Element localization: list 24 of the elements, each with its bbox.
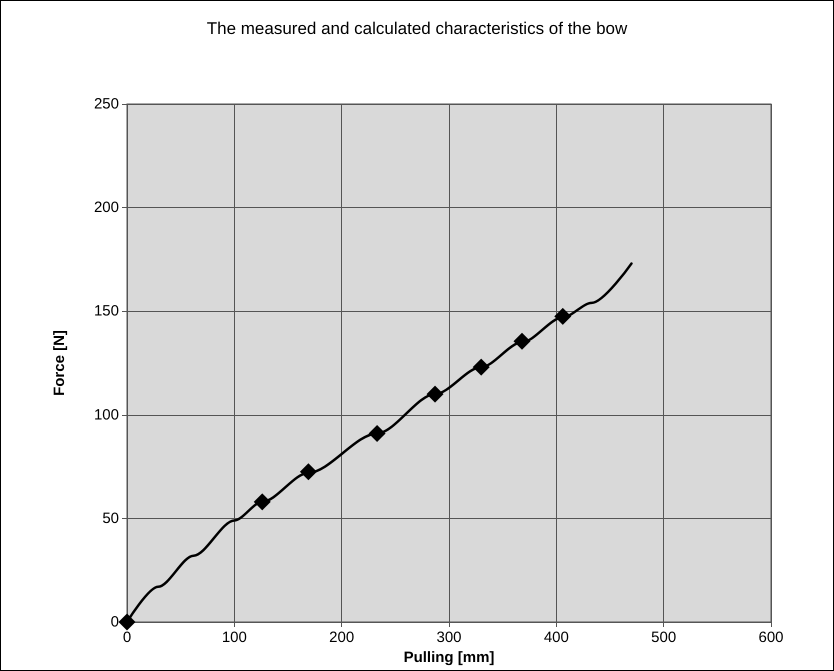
y-tick-label: 200 [94, 199, 119, 216]
point [554, 308, 572, 325]
x-tick-label: 200 [329, 629, 354, 646]
y-tick-label: 50 [102, 510, 119, 527]
chart-title: The measured and calculated characteristics of the bow [206, 19, 628, 38]
x-tick-label: 300 [436, 629, 462, 646]
x-axis-title: Pulling [mm] [404, 649, 494, 666]
point [118, 614, 136, 630]
point [254, 493, 271, 510]
x-tick-label: 0 [122, 629, 132, 646]
x-tick-label: 500 [651, 629, 676, 646]
y-tick-label: 0 [110, 614, 119, 630]
point [472, 358, 490, 376]
x-tick-label: 400 [544, 629, 569, 646]
y-axis-title: Force [N] [51, 330, 68, 396]
point [426, 386, 444, 403]
x-tick-label: 100 [222, 629, 247, 646]
point [300, 463, 317, 480]
x-tick-label: 600 [758, 629, 784, 646]
point [513, 332, 530, 350]
y-tick-label: 250 [94, 96, 119, 112]
point [368, 424, 386, 442]
y-tick-label: 100 [94, 406, 119, 424]
y-tick-label: 150 [94, 302, 119, 320]
